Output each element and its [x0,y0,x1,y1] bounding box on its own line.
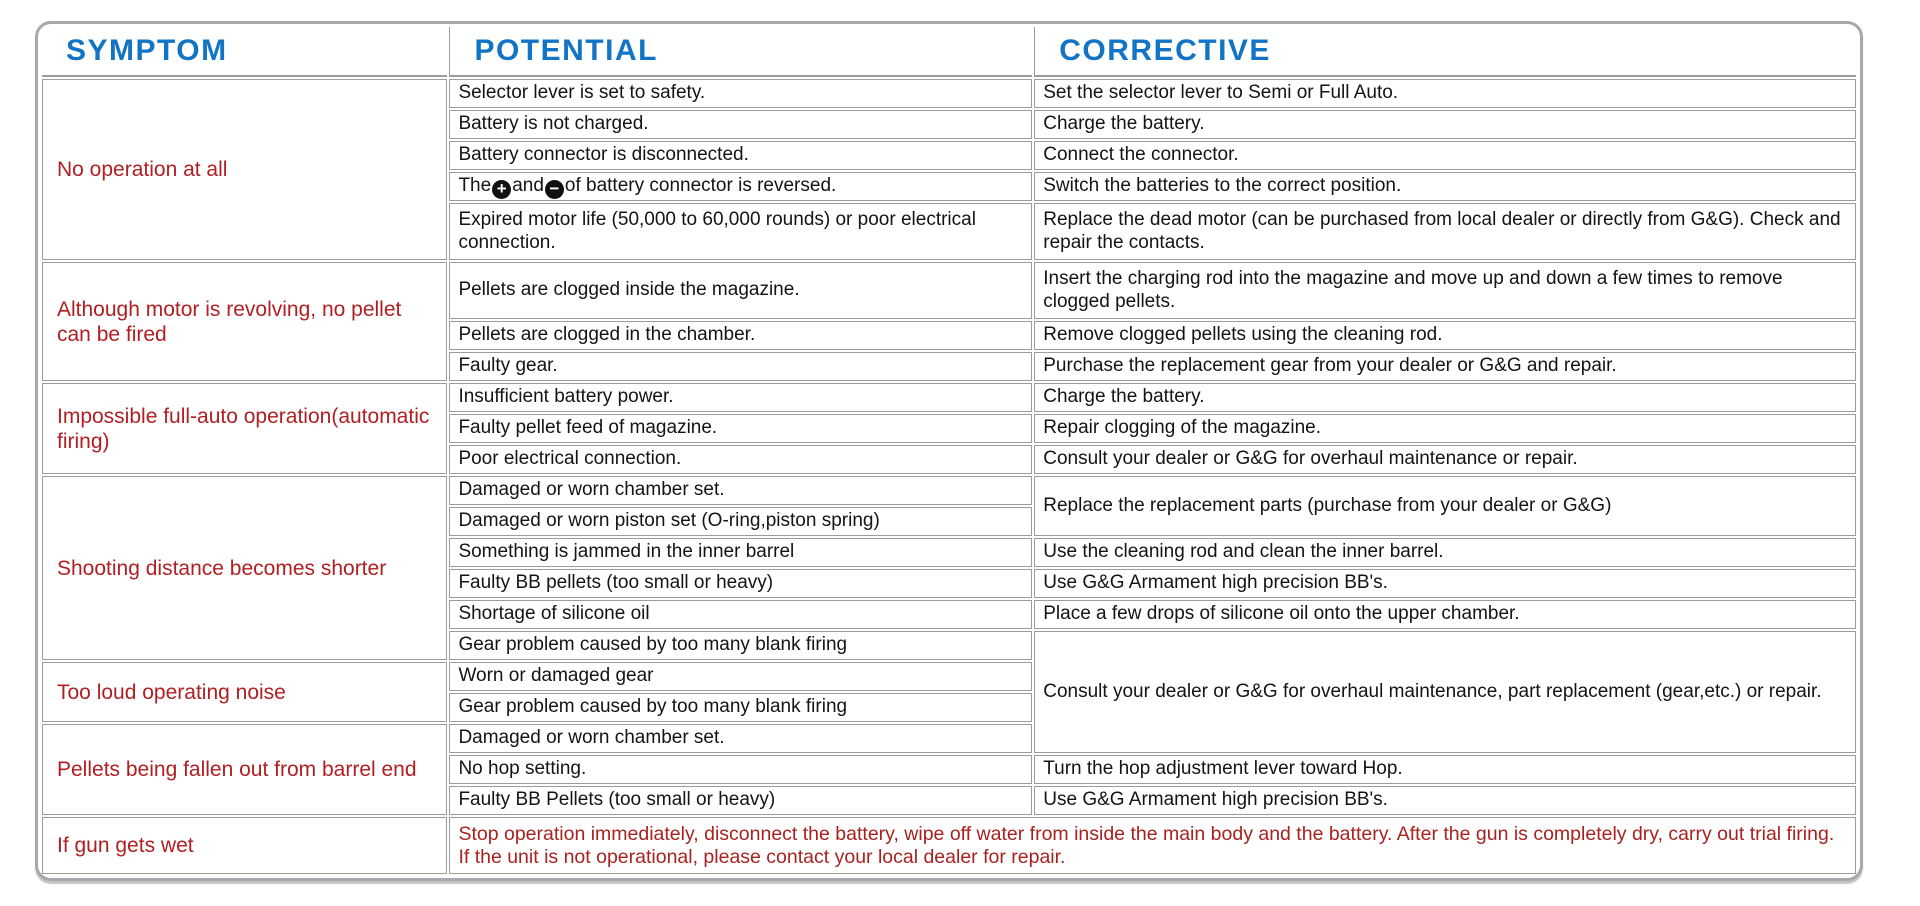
table-row: If gun gets wet Stop operation immediate… [42,817,1856,874]
table-row: Although motor is revolving, no pellet c… [42,262,1856,381]
corrective-cell: Switch the batteries to the correct posi… [1034,172,1856,201]
table-row: The + and − of battery connector is reversed… [42,172,1856,201]
corrective-cell: Charge the battery. [1034,383,1856,412]
plus-icon: + [492,179,512,199]
potential-cell: Damaged or worn chamber set. [449,476,1033,505]
potential-cell: Battery is not charged. [449,110,1033,139]
corrective-cell: Purchase the replacement gear from your … [1034,352,1856,381]
potential-cell: Faulty gear. [449,352,1033,381]
corrective-cell: Connect the connector. [1034,141,1856,170]
potential-cell: Poor electrical connection. [449,445,1033,474]
table-row: Faulty BB Pellets (too small or heavy) U… [42,786,1856,815]
table-row: Faulty pellet feed of magazine. Repair c… [42,414,1856,443]
potential-cell: Something is jammed in the inner barrel [449,538,1033,567]
table-row: Battery is not charged. Charge the batte… [42,110,1856,139]
polarity-text-mid: and [512,174,544,196]
table-row: Damaged or worn piston set (O-ring,pisto… [42,507,1856,536]
potential-cell: Worn or damaged gear [449,662,1033,691]
table-row: Shortage of silicone oil Place a few dro… [42,600,1856,629]
table-row: No operation at all Selector lever is se… [42,79,1856,260]
corrective-cell: Turn the hop adjustment lever toward Hop… [1034,755,1856,784]
polarity-text-post: of battery connector is reversed. [564,174,837,196]
table-row: Impossible full-auto operation(automatic… [42,383,1856,474]
column-header-symptom: SYMPTOM [42,27,448,77]
warning-cell: Stop operation immediately, disconnect t… [449,817,1856,874]
table-row: Faulty gear. Purchase the replacement ge… [42,352,1856,381]
corrective-cell: Insert the charging rod into the magazin… [1034,262,1856,319]
table-row: Pellets being fallen out from barrel end… [42,724,1856,815]
potential-cell: Battery connector is disconnected. [449,141,1033,170]
table-row: Expired motor life (50,000 to 60,000 rou… [42,203,1856,260]
symptom-cell: Pellets being fallen out from barrel end [42,724,448,815]
potential-cell: Shortage of silicone oil [449,600,1033,629]
corrective-cell-merged: Replace the replacement parts (purchase … [1034,476,1856,536]
corrective-cell: Place a few drops of silicone oil onto t… [1034,600,1856,629]
potential-cell-polarity: The + and − of battery connector is reversed… [449,172,1033,201]
corrective-cell: Use G&G Armament high precision BB's. [1034,569,1856,598]
potential-cell: Faulty BB pellets (too small or heavy) [449,569,1033,598]
potential-cell: No hop setting. [449,755,1033,784]
table-row: Gear problem caused by too many blank fi… [42,631,1856,753]
table-row: Too loud operating noise Worn or damaged… [42,662,1856,722]
corrective-cell-merged: Consult your dealer or G&G for overhaul … [1034,631,1856,753]
potential-cell: Insufficient battery power. [449,383,1033,412]
corrective-cell: Remove clogged pellets using the cleanin… [1034,321,1856,350]
table-row: Poor electrical connection. Consult your… [42,445,1856,474]
symptom-cell: Too loud operating noise [42,662,448,722]
potential-cell: Faulty BB Pellets (too small or heavy) [449,786,1033,815]
header-row: SYMPTOM POTENTIAL CORRECTIVE [42,27,1856,77]
corrective-cell: Charge the battery. [1034,110,1856,139]
table-row: Pellets are clogged in the chamber. Remo… [42,321,1856,350]
table-row: Something is jammed in the inner barrel … [42,538,1856,567]
column-header-potential: POTENTIAL [449,27,1033,77]
corrective-cell: Replace the dead motor (can be purchased… [1034,203,1856,260]
corrective-cell: Consult your dealer or G&G for overhaul … [1034,445,1856,474]
potential-cell: Expired motor life (50,000 to 60,000 rou… [449,203,1033,260]
potential-cell: Faulty pellet feed of magazine. [449,414,1033,443]
corrective-cell: Repair clogging of the magazine. [1034,414,1856,443]
potential-cell: Gear problem caused by too many blank fi… [449,631,1033,660]
symptom-cell: If gun gets wet [42,817,448,874]
table-row: Shooting distance becomes shorter Damage… [42,476,1856,660]
potential-cell: Pellets are clogged inside the magazine. [449,262,1033,319]
potential-cell: Damaged or worn chamber set. [449,724,1033,753]
symptom-cell: No operation at all [42,79,448,260]
table-row: Battery connector is disconnected. Conne… [42,141,1856,170]
table-row: Faulty BB pellets (too small or heavy) U… [42,569,1856,598]
corrective-cell: Set the selector lever to Semi or Full A… [1034,79,1856,108]
troubleshooting-panel: SYMPTOM POTENTIAL CORRECTIVE No operatio… [35,21,1863,881]
potential-cell: Gear problem caused by too many blank fi… [449,693,1033,722]
potential-cell: Pellets are clogged in the chamber. [449,321,1033,350]
potential-cell: Selector lever is set to safety. [449,79,1033,108]
minus-icon: − [544,179,564,199]
troubleshooting-table: SYMPTOM POTENTIAL CORRECTIVE No operatio… [40,25,1858,876]
polarity-text-pre: The [458,174,492,196]
corrective-cell: Use G&G Armament high precision BB's. [1034,786,1856,815]
symptom-cell: Shooting distance becomes shorter [42,476,448,660]
corrective-cell: Use the cleaning rod and clean the inner… [1034,538,1856,567]
potential-cell: Damaged or worn piston set (O-ring,pisto… [449,507,1033,536]
column-header-corrective: CORRECTIVE [1034,27,1856,77]
table-row: Gear problem caused by too many blank fi… [42,693,1856,722]
symptom-cell: Impossible full-auto operation(automatic… [42,383,448,474]
table-row: No hop setting. Turn the hop adjustment … [42,755,1856,784]
symptom-cell: Although motor is revolving, no pellet c… [42,262,448,381]
